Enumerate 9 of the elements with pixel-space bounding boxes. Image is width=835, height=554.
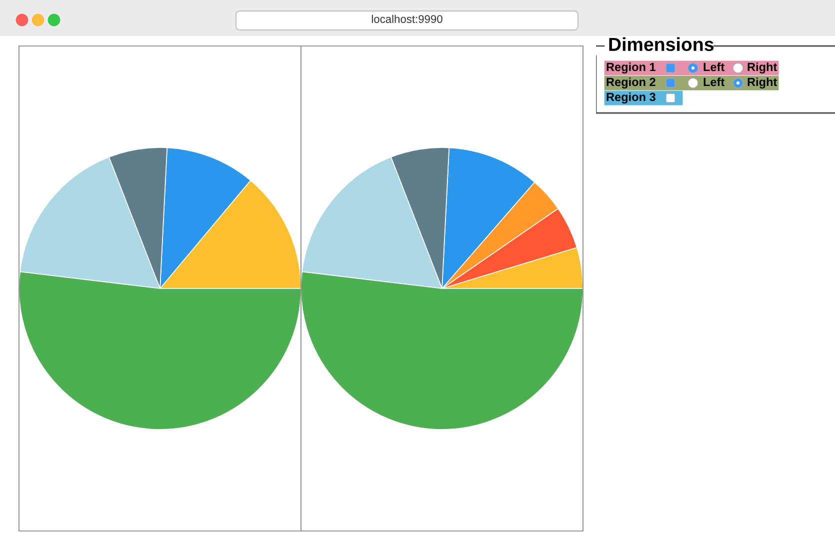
text: localhost:9990	[372, 14, 442, 23]
text: Right	[748, 62, 778, 74]
text: Right	[748, 77, 778, 89]
text: Left	[704, 78, 724, 86]
text: Left	[704, 62, 724, 72]
text: Dimensions	[609, 37, 714, 52]
text: Region 1	[606, 62, 656, 74]
text: Region 2	[606, 77, 656, 89]
text: Region 3	[606, 92, 656, 104]
